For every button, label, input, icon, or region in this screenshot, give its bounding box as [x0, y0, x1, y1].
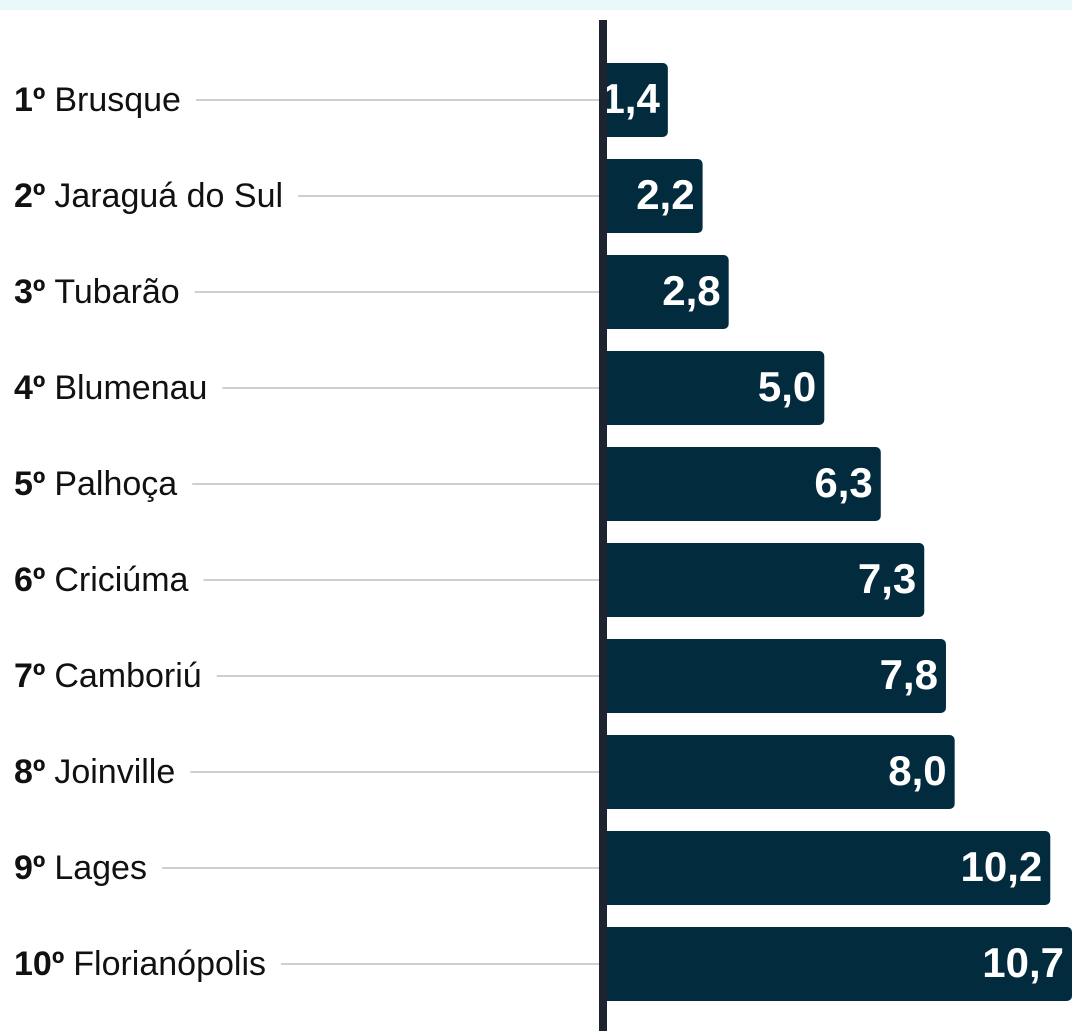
city-name: Palhoça [54, 465, 177, 503]
rank: 1º [14, 81, 45, 119]
rank: 8º [14, 753, 45, 791]
bar [599, 831, 1051, 905]
value-label: 1,4 [601, 75, 660, 122]
bar [599, 159, 703, 233]
bar [599, 735, 955, 809]
city-name: Blumenau [54, 369, 207, 407]
category-label: 2º Jaraguá do Sul [14, 177, 283, 215]
bar [599, 447, 881, 521]
value-label: 2,8 [662, 267, 720, 314]
city-name: Florianópolis [73, 945, 266, 983]
rank: 4º [14, 369, 45, 407]
bar [599, 927, 1072, 1001]
city-name: Jaraguá do Sul [54, 177, 283, 215]
city-name: Tubarão [54, 273, 179, 311]
rank: 9º [14, 849, 45, 887]
top-band [0, 0, 1072, 10]
value-label: 8,0 [888, 747, 946, 794]
value-label: 7,8 [880, 651, 938, 698]
category-label: 4º Blumenau [14, 369, 207, 407]
city-name: Criciúma [54, 561, 188, 599]
bar [599, 543, 925, 617]
city-name: Camboriú [54, 657, 201, 695]
rank: 10º [14, 945, 64, 983]
category-label: 5º Palhoça [14, 465, 177, 503]
value-label: 7,3 [858, 555, 916, 602]
city-name: Brusque [54, 81, 181, 119]
category-label: 10º Florianópolis [14, 945, 266, 983]
bar [599, 639, 946, 713]
category-label: 6º Criciúma [14, 561, 189, 599]
bar [599, 63, 668, 137]
category-label: 7º Camboriú [14, 657, 202, 695]
category-label: 9º Lages [14, 849, 147, 887]
bar [599, 255, 729, 329]
rank: 3º [14, 273, 45, 311]
value-label: 2,2 [636, 171, 694, 218]
value-label: 6,3 [814, 459, 872, 506]
value-label: 5,0 [758, 363, 816, 410]
city-name: Joinville [54, 753, 175, 791]
value-label: 10,2 [961, 843, 1043, 890]
rank: 7º [14, 657, 45, 695]
city-name: Lages [54, 849, 147, 887]
rank: 2º [14, 177, 45, 215]
category-label: 8º Joinville [14, 753, 175, 791]
category-label: 1º Brusque [14, 81, 181, 119]
rank: 6º [14, 561, 45, 599]
bar [599, 351, 825, 425]
value-label: 10,7 [982, 939, 1064, 986]
rank: 5º [14, 465, 45, 503]
category-label: 3º Tubarão [14, 273, 180, 311]
